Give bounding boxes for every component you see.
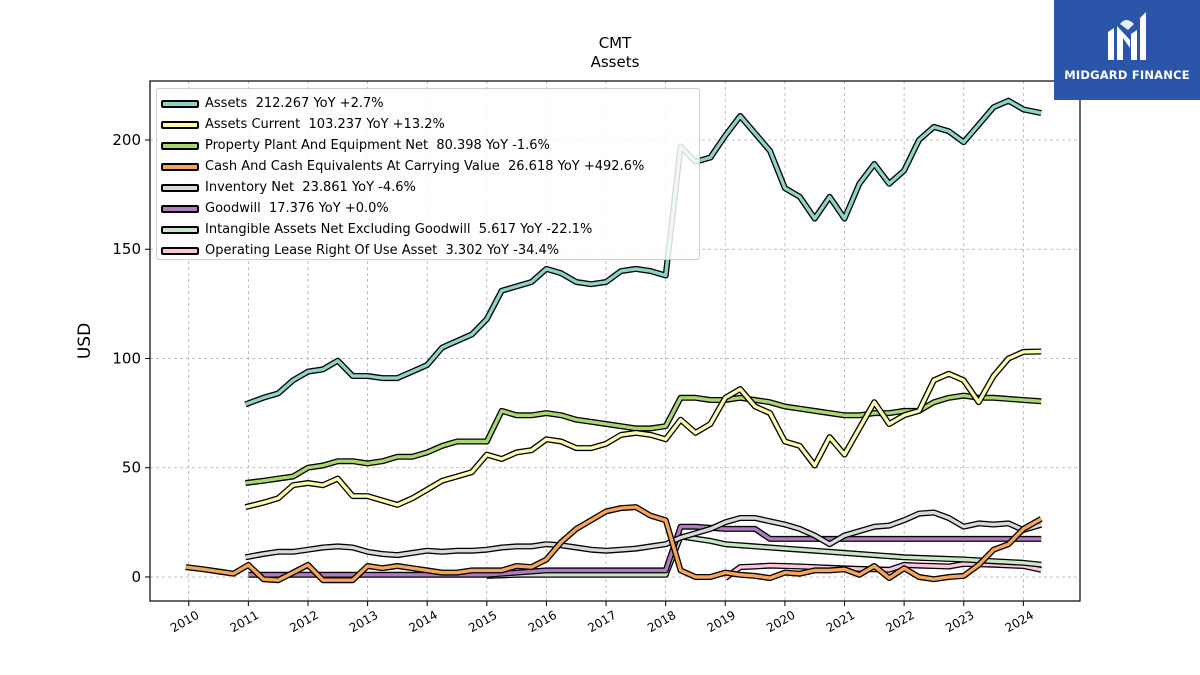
legend-label: Assets 212.267 YoY +2.7%	[205, 96, 384, 111]
legend-label: Intangible Assets Net Excluding Goodwill…	[205, 222, 593, 237]
legend-swatch	[161, 183, 199, 192]
legend-item: Inventory Net 23.861 YoY -4.6%	[157, 177, 699, 198]
legend-item: Cash And Cash Equivalents At Carrying Va…	[157, 156, 699, 177]
legend-label: Cash And Cash Equivalents At Carrying Va…	[205, 159, 645, 174]
legend: Assets 212.267 YoY +2.7% Assets Current …	[156, 88, 700, 260]
x-tick-label: 2016	[526, 608, 559, 635]
legend-swatch	[161, 225, 199, 234]
series-line	[185, 504, 1043, 584]
x-tick-label: 2013	[347, 608, 380, 635]
legend-label: Goodwill 17.376 YoY +0.0%	[205, 201, 389, 216]
x-tick-label: 2014	[406, 608, 439, 635]
chart-subtitle: Assets	[591, 53, 640, 71]
legend-swatch	[161, 246, 199, 255]
series-line-fill	[245, 510, 1042, 559]
x-tick-label: 2012	[287, 608, 320, 635]
y-tick-label: 50	[122, 459, 141, 477]
y-tick-label: 0	[131, 568, 141, 586]
legend-item: Assets 212.267 YoY +2.7%	[157, 93, 699, 114]
legend-item: Property Plant And Equipment Net 80.398 …	[157, 135, 699, 156]
chart-title: CMT	[599, 34, 632, 52]
series-line-fill	[185, 505, 1043, 582]
x-tick-label: 2020	[764, 608, 797, 635]
series-line-fill	[248, 525, 1042, 577]
legend-item: Goodwill 17.376 YoY +0.0%	[157, 198, 699, 219]
series-layer	[185, 97, 1043, 584]
y-tick-label: 100	[112, 349, 141, 367]
x-tick-label: 2023	[943, 608, 976, 635]
y-tick-label: 150	[112, 240, 141, 258]
legend-swatch	[161, 141, 199, 150]
series-line	[244, 348, 1042, 511]
series-line	[245, 392, 1042, 486]
logo-mark-icon	[1108, 12, 1146, 60]
brand-name: MIDGARD FINANCE	[1064, 68, 1190, 82]
legend-label: Inventory Net 23.861 YoY -4.6%	[205, 180, 416, 195]
series-line	[486, 533, 1042, 579]
x-tick-label: 2024	[1003, 608, 1036, 635]
legend-label: Operating Lease Right Of Use Asset 3.302…	[205, 243, 560, 258]
series-line-fill	[486, 534, 1042, 578]
y-tick-label: 200	[112, 131, 141, 149]
legend-item: Assets Current 103.237 YoY +13.2%	[157, 114, 699, 135]
legend-item: Operating Lease Right Of Use Asset 3.302…	[157, 240, 699, 261]
legend-swatch	[161, 120, 199, 129]
y-axis: 0 50 100 150 200	[112, 131, 150, 586]
x-tick-label: 2015	[466, 608, 499, 635]
legend-label: Assets Current 103.237 YoY +13.2%	[205, 117, 445, 132]
series-line-fill	[245, 393, 1042, 485]
legend-swatch	[161, 99, 199, 108]
x-tick-label: 2017	[585, 608, 618, 635]
plot-frame	[149, 80, 1081, 602]
x-axis: 2010 2011 2012 2013 2014 2015 2016 2017 2018 2019…	[168, 601, 1036, 635]
legend-label: Property Plant And Equipment Net 80.398 …	[205, 138, 550, 153]
series-line-fill	[244, 98, 1042, 406]
x-tick-label: 2022	[883, 608, 916, 635]
x-tick-label: 2010	[168, 608, 201, 635]
series-line-fill	[244, 349, 1042, 509]
brand-logo: MIDGARD FINANCE	[1054, 0, 1200, 100]
y-axis-label: USD	[75, 323, 95, 359]
x-tick-label: 2019	[705, 608, 738, 635]
x-tick-label: 2011	[228, 608, 261, 635]
legend-item: Intangible Assets Net Excluding Goodwill…	[157, 219, 699, 240]
legend-swatch	[161, 162, 199, 171]
x-tick-label: 2018	[645, 608, 678, 635]
x-tick-label: 2021	[824, 608, 857, 635]
series-line	[244, 97, 1042, 408]
series-line	[244, 509, 1043, 561]
legend-swatch	[161, 204, 199, 213]
series-line	[248, 523, 1042, 578]
